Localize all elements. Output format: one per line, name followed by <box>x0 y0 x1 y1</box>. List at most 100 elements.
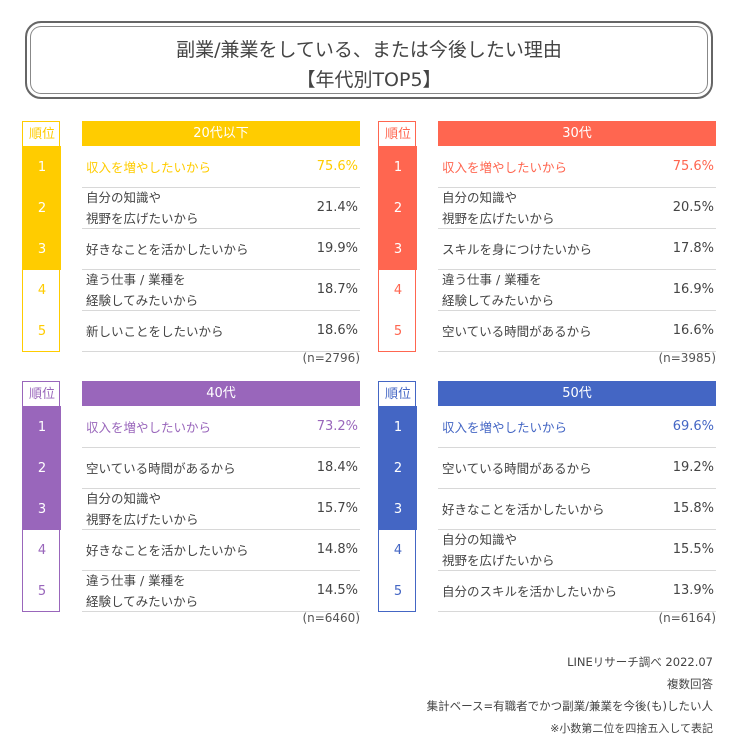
reason-label: 違う仕事 / 業種を 経験してみたいから <box>442 272 555 308</box>
percentage-value: 16.9% <box>672 282 714 297</box>
table-row: 空いている時間があるから 16.6% <box>438 311 716 352</box>
table-row: 自分の知識や 視野を広げたいから 21.4% <box>82 188 360 229</box>
table-row: 好きなことを活かしたいから 19.9% <box>82 229 360 270</box>
table-row: 自分のスキルを活かしたいから 13.9% <box>438 571 716 612</box>
percentage-value: 14.5% <box>316 583 358 598</box>
reason-label: 空いている時間があるから <box>442 323 592 339</box>
category-header: 40代 <box>82 381 360 406</box>
rank-cell: 5 <box>37 324 47 339</box>
percentage-value: 18.4% <box>316 460 358 475</box>
rounding-note: ※小数第二位を四捨五入して表記 <box>550 722 713 735</box>
table-row: 新しいことをしたいから 18.6% <box>82 311 360 352</box>
reason-label: 自分の知識や 視野を広げたいから <box>442 532 555 568</box>
sample-size: (n=6460) <box>302 611 360 625</box>
percentage-value: 19.9% <box>316 241 358 256</box>
reason-label: 空いている時間があるから <box>86 460 236 476</box>
reason-label: 自分の知識や 視野を広げたいから <box>86 491 199 527</box>
table-row: 好きなことを活かしたいから 15.8% <box>438 489 716 530</box>
table-row: 空いている時間があるから 18.4% <box>82 448 360 489</box>
percentage-value: 16.6% <box>672 323 714 338</box>
rank-cell: 2 <box>23 448 61 489</box>
percentage-value: 13.9% <box>672 583 714 598</box>
reason-label: 好きなことを活かしたいから <box>86 542 249 558</box>
reason-label: 空いている時間があるから <box>442 460 592 476</box>
percentage-value: 73.2% <box>316 419 358 434</box>
chart-title: 副業/兼業をしている、または今後したい理由 <box>176 39 562 61</box>
table-row: 自分の知識や 視野を広げたいから 15.7% <box>82 489 360 530</box>
reason-label: 収入を増やしたいから <box>442 159 568 175</box>
rank-cell: 5 <box>37 584 47 599</box>
sample-size: (n=2796) <box>302 351 360 365</box>
percentage-value: 14.8% <box>316 542 358 557</box>
reason-label: 新しいことをしたいから <box>86 323 224 339</box>
rank-cell: 4 <box>37 543 47 558</box>
percentage-value: 20.5% <box>672 200 714 215</box>
rank-cell: 4 <box>393 283 403 298</box>
reason-label: 好きなことを活かしたいから <box>442 501 605 517</box>
table-row: 自分の知識や 視野を広げたいから 20.5% <box>438 188 716 229</box>
percentage-value: 15.5% <box>672 542 714 557</box>
table-row: 違う仕事 / 業種を 経験してみたいから 14.5% <box>82 571 360 612</box>
rank-column: 順位 1 2 3 4 5 <box>22 121 61 352</box>
reason-label: 自分の知識や 視野を広げたいから <box>86 190 199 226</box>
table-row: 好きなことを活かしたいから 14.8% <box>82 530 360 571</box>
percentage-value: 17.8% <box>672 241 714 256</box>
base-note: 集計ベース=有職者でかつ副業/兼業を今後(も)したい人 <box>426 699 713 713</box>
rank-cell: 3 <box>23 489 61 530</box>
ranking-table: 順位 1 2 3 4 5 40代収入を増やしたいから 73.2% 空いている時間があるから 18.… <box>22 381 360 631</box>
table-row: 収入を増やしたいから 69.6% <box>438 407 716 448</box>
rank-header: 順位 <box>23 122 61 147</box>
table-row: 違う仕事 / 業種を 経験してみたいから 18.7% <box>82 270 360 311</box>
reason-label: 収入を増やしたいから <box>442 419 568 435</box>
reason-label: 違う仕事 / 業種を 経験してみたいから <box>86 573 199 609</box>
table-row: 自分の知識や 視野を広げたいから 15.5% <box>438 530 716 571</box>
rank-cell: 2 <box>379 188 417 229</box>
rank-cell: 3 <box>23 229 61 270</box>
rank-cell: 1 <box>23 407 61 448</box>
rank-cell: 1 <box>379 147 417 188</box>
reason-label: 好きなことを活かしたいから <box>86 241 249 257</box>
chart-subtitle: 【年代別TOP5】 <box>296 69 442 91</box>
reason-label: 収入を増やしたいから <box>86 419 212 435</box>
percentage-value: 15.7% <box>316 501 358 516</box>
ranking-table: 順位 1 2 3 4 5 30代収入を増やしたいから 75.6% 自分の知識や 視野を広げたいか… <box>378 121 716 371</box>
source-note: LINEリサーチ調べ 2022.07 <box>567 655 713 669</box>
rank-cell: 3 <box>379 489 417 530</box>
rank-header: 順位 <box>379 382 417 407</box>
table-row: 収入を増やしたいから 75.6% <box>82 147 360 188</box>
category-header: 50代 <box>438 381 716 406</box>
table-row: 違う仕事 / 業種を 経験してみたいから 16.9% <box>438 270 716 311</box>
percentage-value: 69.6% <box>672 419 714 434</box>
title-box: 副業/兼業をしている、または今後したい理由 【年代別TOP5】 <box>25 21 713 99</box>
reason-label: 違う仕事 / 業種を 経験してみたいから <box>86 272 199 308</box>
rank-cell: 1 <box>379 407 417 448</box>
percentage-value: 75.6% <box>672 159 714 174</box>
sample-size: (n=3985) <box>658 351 716 365</box>
rank-cell: 2 <box>23 188 61 229</box>
rank-cell: 2 <box>379 448 417 489</box>
category-header: 20代以下 <box>82 121 360 146</box>
table-row: スキルを身につけたいから 17.8% <box>438 229 716 270</box>
category-header: 30代 <box>438 121 716 146</box>
rank-header: 順位 <box>23 382 61 407</box>
percentage-value: 15.8% <box>672 501 714 516</box>
reason-label: スキルを身につけたいから <box>442 241 593 257</box>
reason-label: 自分のスキルを活かしたいから <box>442 583 618 599</box>
rank-cell: 5 <box>393 584 403 599</box>
percentage-value: 18.7% <box>316 282 358 297</box>
table-row: 空いている時間があるから 19.2% <box>438 448 716 489</box>
reason-label: 自分の知識や 視野を広げたいから <box>442 190 555 226</box>
rank-header: 順位 <box>379 122 417 147</box>
percentage-value: 18.6% <box>316 323 358 338</box>
percentage-value: 75.6% <box>316 159 358 174</box>
ranking-table: 順位 1 2 3 4 5 20代以下 収入を増やしたいから 75.6% 自分の知識や 視野を広げた… <box>22 121 360 371</box>
sample-size: (n=6164) <box>658 611 716 625</box>
percentage-value: 19.2% <box>672 460 714 475</box>
rank-cell: 4 <box>37 283 47 298</box>
table-row: 収入を増やしたいから 75.6% <box>438 147 716 188</box>
rank-column: 順位 1 2 3 4 5 <box>378 121 417 352</box>
percentage-value: 21.4% <box>316 200 358 215</box>
rank-column: 順位 1 2 3 4 5 <box>378 381 417 612</box>
rank-column: 順位 1 2 3 4 5 <box>22 381 61 612</box>
rank-cell: 1 <box>23 147 61 188</box>
